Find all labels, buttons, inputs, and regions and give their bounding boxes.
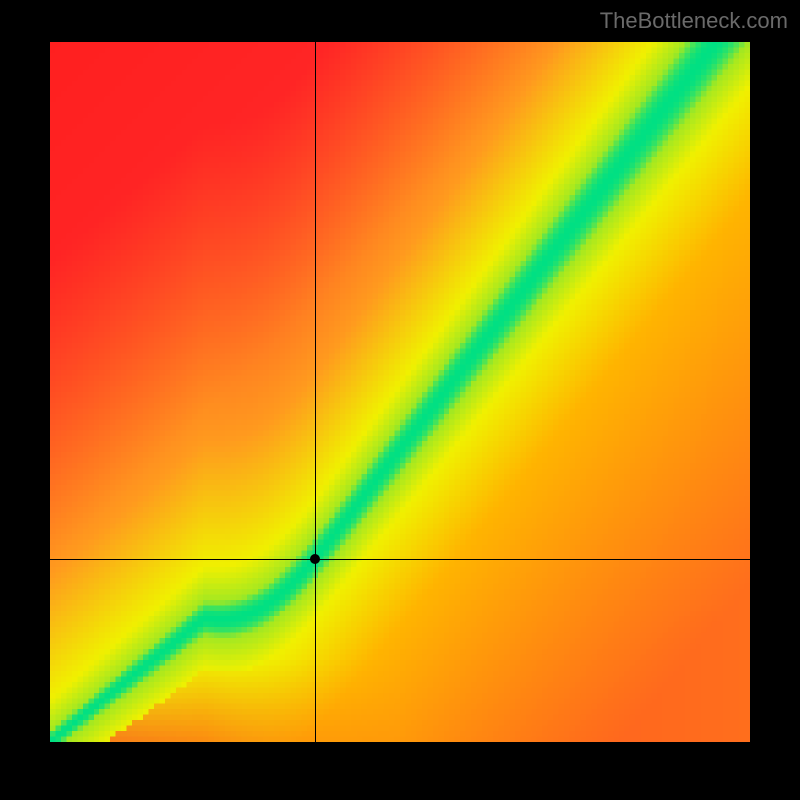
crosshair-horizontal <box>50 559 750 560</box>
heatmap-plot <box>50 42 750 742</box>
watermark-text: TheBottleneck.com <box>600 8 788 34</box>
crosshair-vertical <box>315 42 316 742</box>
marker-dot <box>310 554 320 564</box>
heatmap-canvas <box>50 42 750 742</box>
